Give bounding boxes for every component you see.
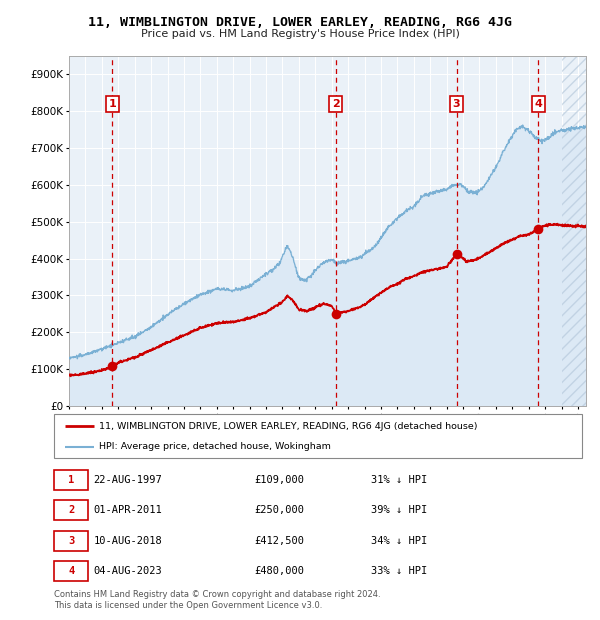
Text: Contains HM Land Registry data © Crown copyright and database right 2024.
This d: Contains HM Land Registry data © Crown c… (54, 590, 380, 609)
Text: 1: 1 (109, 99, 116, 108)
FancyBboxPatch shape (54, 414, 582, 458)
Text: 11, WIMBLINGTON DRIVE, LOWER EARLEY, READING, RG6 4JG: 11, WIMBLINGTON DRIVE, LOWER EARLEY, REA… (88, 16, 512, 29)
Text: 33% ↓ HPI: 33% ↓ HPI (371, 566, 427, 576)
Text: £480,000: £480,000 (254, 566, 305, 576)
FancyBboxPatch shape (54, 500, 88, 520)
FancyBboxPatch shape (54, 561, 88, 581)
Text: 11, WIMBLINGTON DRIVE, LOWER EARLEY, READING, RG6 4JG (detached house): 11, WIMBLINGTON DRIVE, LOWER EARLEY, REA… (99, 422, 478, 431)
Text: 4: 4 (535, 99, 542, 108)
Text: 04-AUG-2023: 04-AUG-2023 (94, 566, 163, 576)
FancyBboxPatch shape (54, 470, 88, 490)
Text: £250,000: £250,000 (254, 505, 305, 515)
Text: 2: 2 (332, 99, 340, 108)
Text: 39% ↓ HPI: 39% ↓ HPI (371, 505, 427, 515)
Text: Price paid vs. HM Land Registry's House Price Index (HPI): Price paid vs. HM Land Registry's House … (140, 29, 460, 38)
Text: 22-AUG-1997: 22-AUG-1997 (94, 475, 163, 485)
Text: 3: 3 (68, 536, 74, 546)
Text: 4: 4 (68, 566, 74, 576)
Text: HPI: Average price, detached house, Wokingham: HPI: Average price, detached house, Woki… (99, 442, 331, 451)
Text: £109,000: £109,000 (254, 475, 305, 485)
Text: 01-APR-2011: 01-APR-2011 (94, 505, 163, 515)
Text: 2: 2 (68, 505, 74, 515)
Text: 1: 1 (68, 475, 74, 485)
Text: 31% ↓ HPI: 31% ↓ HPI (371, 475, 427, 485)
Text: £412,500: £412,500 (254, 536, 305, 546)
Text: 10-AUG-2018: 10-AUG-2018 (94, 536, 163, 546)
FancyBboxPatch shape (54, 531, 88, 551)
Text: 34% ↓ HPI: 34% ↓ HPI (371, 536, 427, 546)
Text: 3: 3 (453, 99, 460, 108)
